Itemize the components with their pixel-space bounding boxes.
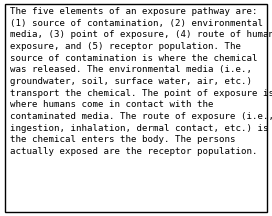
FancyBboxPatch shape <box>5 4 267 212</box>
Text: The five elements of an exposure pathway are:
(1) source of contamination, (2) e: The five elements of an exposure pathway… <box>10 7 272 156</box>
